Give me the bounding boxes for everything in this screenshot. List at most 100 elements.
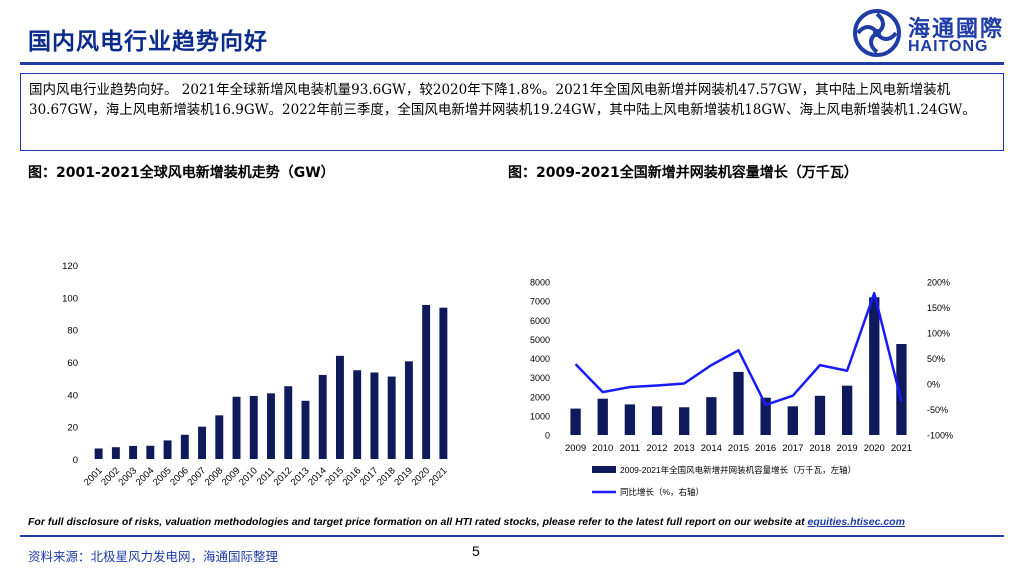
x-tick-label: 2017 [782, 443, 803, 454]
footer-divider [20, 535, 1004, 537]
x-tick-label: 2017 [358, 465, 381, 488]
x-tick-label: 2021 [891, 443, 912, 454]
bar-2002 [111, 447, 120, 459]
bar-2017 [370, 372, 379, 459]
x-tick-label: 2005 [151, 465, 174, 488]
left-y-tick-label: 8000 [530, 278, 550, 288]
bar-2019 [841, 385, 853, 435]
left-y-tick-label: 4000 [530, 354, 550, 364]
website-link[interactable]: equities.htisec.com [807, 516, 905, 528]
bar-2016 [760, 397, 771, 435]
x-tick-label: 2016 [341, 465, 364, 488]
bar-2018 [814, 395, 826, 435]
y-tick-label: 40 [67, 390, 78, 401]
bar-2017 [787, 406, 798, 435]
x-tick-label: 2018 [375, 465, 398, 488]
page-number: 5 [472, 543, 480, 559]
bar-2005 [163, 440, 172, 459]
haitong-emblem-icon [853, 9, 901, 57]
bar-2021 [439, 307, 448, 459]
left-y-tick-label: 7000 [530, 297, 550, 307]
x-tick-label: 2021 [427, 465, 450, 488]
left-chart-caption: 图：2001-2021全球风电新增装机走势（GW） [28, 165, 335, 181]
summary-box: 国内风电行业趋势向好。 2021年全球新增风电装机量93.6GW，较2020年下… [20, 73, 1004, 151]
x-tick-label: 2013 [289, 465, 312, 488]
yoy-growth-line [574, 291, 903, 407]
right-y-tick-label: 50% [927, 354, 945, 364]
bar-2013 [679, 407, 690, 435]
disclaimer: For full disclosure of risks, valuation … [28, 516, 905, 528]
bar-2012 [651, 406, 663, 435]
bar-2003 [129, 445, 138, 459]
x-tick-label: 2014 [306, 465, 329, 488]
x-tick-label: 2016 [755, 443, 776, 454]
logo-english-text: HAITONG [908, 38, 989, 55]
x-tick-label: 2009 [220, 465, 243, 488]
x-tick-label: 2009 [565, 443, 586, 454]
x-tick-label: 2004 [134, 465, 157, 488]
y-tick-label: 120 [62, 261, 78, 272]
bar-2021 [896, 344, 907, 435]
left-y-tick-label: 0 [545, 431, 550, 441]
right-y-tick-label: 100% [927, 329, 950, 339]
y-tick-label: 0 [73, 455, 78, 466]
bar-2001 [94, 448, 103, 459]
x-tick-label: 2020 [410, 465, 433, 488]
bar-2009 [232, 396, 241, 459]
x-tick-label: 2018 [809, 443, 830, 454]
legend-bar-swatch [592, 466, 616, 473]
bar-2014 [318, 374, 327, 459]
bar-2007 [198, 426, 207, 459]
bar-2016 [353, 370, 362, 459]
bar-2009 [570, 408, 581, 435]
y-tick-label: 60 [67, 358, 78, 369]
x-tick-label: 2010 [237, 465, 260, 488]
legend-line-label: 同比增长（%，右轴） [620, 487, 704, 497]
x-tick-label: 2006 [168, 465, 191, 488]
x-tick-label: 2011 [255, 465, 277, 487]
right-y-tick-label: -50% [927, 405, 948, 415]
bar-2010 [249, 395, 258, 459]
bar-2013 [301, 400, 310, 459]
x-tick-label: 2020 [864, 443, 885, 454]
right-y-tick-label: 150% [927, 303, 950, 313]
page-title: 国内风电行业趋势向好 [28, 29, 268, 55]
data-source: 资料来源：北极星风力发电网，海通国际整理 [28, 549, 279, 564]
bar-2011 [624, 404, 636, 435]
haitong-logo: 海通國際 HAITONG [852, 8, 1012, 60]
x-tick-label: 2019 [392, 465, 415, 488]
x-tick-label: 2013 [674, 443, 695, 454]
x-tick-label: 2015 [728, 443, 749, 454]
bar-2010 [597, 398, 608, 435]
x-tick-label: 2003 [116, 465, 139, 488]
left-y-tick-label: 2000 [530, 392, 550, 402]
y-tick-label: 80 [67, 326, 78, 337]
bar-2008 [215, 415, 224, 459]
bar-2015 [335, 355, 344, 459]
bar-2015 [733, 371, 744, 435]
bar-2019 [404, 361, 413, 459]
x-tick-label: 2010 [592, 443, 613, 454]
right-y-tick-label: -100% [927, 431, 953, 441]
title-divider [20, 62, 1004, 65]
x-tick-label: 2019 [837, 443, 858, 454]
y-tick-label: 20 [67, 423, 78, 434]
left-y-tick-label: 6000 [530, 316, 550, 326]
y-tick-label: 100 [62, 293, 78, 304]
bar-2004 [146, 445, 155, 459]
x-tick-label: 2014 [701, 443, 722, 454]
x-tick-label: 2011 [620, 443, 640, 454]
bar-2011 [267, 393, 275, 459]
x-tick-label: 2007 [185, 465, 208, 488]
left-y-tick-label: 5000 [530, 335, 550, 345]
x-tick-label: 2015 [323, 465, 346, 488]
left-y-tick-label: 3000 [530, 373, 550, 383]
x-tick-label: 2012 [646, 443, 667, 454]
bar-2014 [706, 397, 717, 435]
right-chart-caption: 图：2009-2021全国新增并网装机容量增长（万千瓦） [508, 165, 858, 181]
x-tick-label: 2008 [203, 465, 226, 488]
disclaimer-text: For full disclosure of risks, valuation … [28, 516, 808, 528]
bar-2020 [869, 297, 880, 435]
x-tick-label: 2012 [272, 465, 295, 488]
bar-2018 [387, 376, 396, 459]
